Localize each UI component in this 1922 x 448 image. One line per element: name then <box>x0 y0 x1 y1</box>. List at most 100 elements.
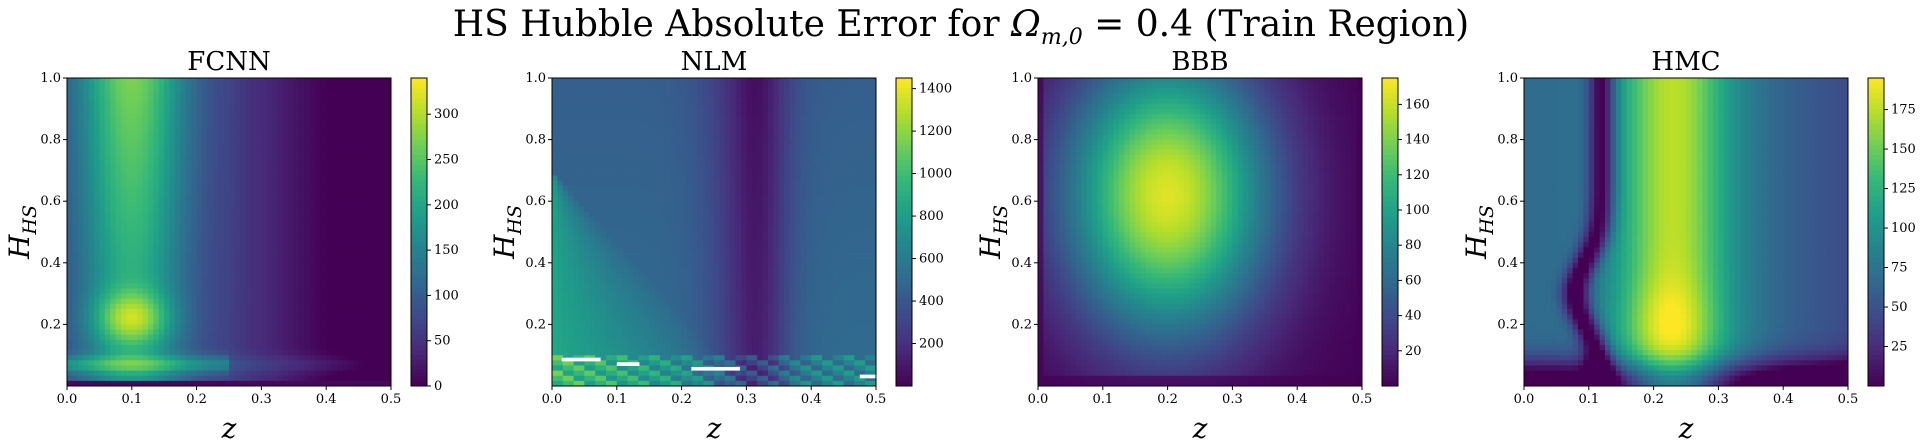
heatmap-cell <box>337 139 343 146</box>
heatmap-cell <box>380 355 386 361</box>
heatmap-cell <box>654 232 661 238</box>
heatmap-cell <box>369 155 376 161</box>
heatmap-cell <box>320 283 327 289</box>
heatmap-cell <box>380 190 386 197</box>
heatmap-cell <box>77 375 84 382</box>
heatmap-cell <box>169 278 176 284</box>
heatmap-cell <box>579 88 585 94</box>
heatmap-cell <box>77 216 84 223</box>
heatmap-cell <box>88 88 95 94</box>
heatmap-cell <box>293 273 300 279</box>
heatmap-cell <box>142 216 149 223</box>
heatmap-cell <box>600 165 607 171</box>
heatmap-cell <box>77 344 84 351</box>
heatmap-cell <box>326 298 332 305</box>
heatmap-cell <box>261 206 268 212</box>
heatmap-cell <box>649 380 655 387</box>
heatmap-cell <box>88 283 95 289</box>
heatmap-cell <box>310 160 316 166</box>
heatmap-cell <box>148 247 154 253</box>
heatmap-cell <box>562 216 569 223</box>
heatmap-cell <box>347 190 354 197</box>
heatmap-cell <box>137 242 143 248</box>
heatmap-cell <box>153 319 160 325</box>
heatmap-cell <box>142 93 149 99</box>
heatmap-cell <box>353 283 359 289</box>
heatmap-cell <box>347 344 354 351</box>
heatmap-cell <box>83 247 89 253</box>
heatmap-cell <box>374 380 381 387</box>
heatmap-cell <box>99 242 106 248</box>
heatmap-cell <box>121 221 127 228</box>
heatmap-cell <box>99 375 106 382</box>
heatmap-cell <box>310 242 316 248</box>
heatmap-cell <box>643 339 650 346</box>
heatmap-cell <box>326 339 332 346</box>
heatmap-cell <box>331 319 338 325</box>
heatmap-cell <box>622 329 628 336</box>
heatmap-cell <box>153 108 160 115</box>
heatmap-cell <box>562 124 569 130</box>
heatmap-cell <box>266 257 273 264</box>
heatmap-cell <box>380 329 386 336</box>
heatmap-cell <box>137 144 143 151</box>
heatmap-cell <box>374 257 381 264</box>
heatmap-cell <box>239 211 246 217</box>
heatmap-cell <box>342 108 349 115</box>
heatmap-cell <box>347 339 354 346</box>
heatmap-cell <box>115 103 122 110</box>
colorbar-segment <box>411 293 427 300</box>
heatmap-cell <box>660 247 666 253</box>
heatmap-cell <box>600 134 607 140</box>
heatmap-cell <box>229 108 235 115</box>
heatmap-cell <box>633 339 639 346</box>
heatmap-cell <box>353 144 359 151</box>
heatmap-cell <box>153 344 160 351</box>
heatmap-cell <box>568 124 574 130</box>
heatmap-cell <box>261 160 268 166</box>
heatmap-cell <box>245 252 251 259</box>
heatmap-cell <box>584 380 591 387</box>
heatmap-cell <box>256 237 262 243</box>
heatmap-cell <box>191 160 197 166</box>
heatmap-cell <box>202 149 208 156</box>
heatmap-cell <box>573 380 580 387</box>
heatmap-cell <box>266 144 273 151</box>
heatmap-cell <box>304 252 311 259</box>
heatmap-cell <box>164 221 170 228</box>
heatmap-cell <box>320 160 327 166</box>
heatmap-cell <box>250 273 257 279</box>
heatmap-cell <box>369 78 376 84</box>
heatmap-cell <box>562 350 569 356</box>
heatmap-cell <box>638 124 645 130</box>
heatmap-cell <box>347 149 354 156</box>
heatmap-cell <box>573 319 580 325</box>
heatmap-cell <box>212 113 219 120</box>
heatmap-cell <box>207 83 214 89</box>
heatmap-cell <box>256 303 262 310</box>
heatmap-cell <box>562 175 569 182</box>
heatmap-cell <box>557 298 564 305</box>
heatmap-cell <box>288 324 295 330</box>
heatmap-cell <box>115 288 122 294</box>
heatmap-cell <box>315 344 322 351</box>
heatmap-cell <box>245 144 251 151</box>
heatmap-cell <box>126 324 133 330</box>
heatmap-cell <box>110 262 116 269</box>
heatmap-cell <box>293 139 300 146</box>
heatmap-cell <box>99 324 106 330</box>
heatmap-cell <box>622 350 628 356</box>
heatmap-cell <box>277 211 284 217</box>
heatmap-cell <box>218 298 224 305</box>
heatmap-cell <box>256 344 262 351</box>
heatmap-cell <box>643 237 650 243</box>
heatmap-cell <box>202 365 208 371</box>
heatmap-cell <box>304 237 311 243</box>
heatmap-cell <box>380 160 386 166</box>
heatmap-cell <box>169 365 176 371</box>
heatmap-cell <box>196 365 203 371</box>
heatmap-cell <box>638 221 645 228</box>
heatmap-cell <box>584 303 591 310</box>
heatmap-cell <box>158 247 165 253</box>
heatmap-cell <box>239 83 246 89</box>
